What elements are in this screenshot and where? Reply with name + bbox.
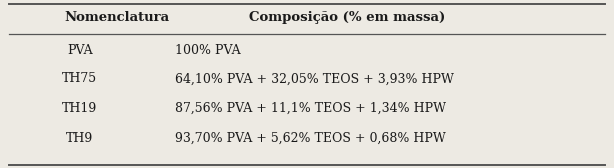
Text: Nomenclatura: Nomenclatura <box>64 11 169 24</box>
Text: 64,10% PVA + 32,05% TEOS + 3,93% HPW: 64,10% PVA + 32,05% TEOS + 3,93% HPW <box>175 72 454 86</box>
Text: 87,56% PVA + 11,1% TEOS + 1,34% HPW: 87,56% PVA + 11,1% TEOS + 1,34% HPW <box>175 102 446 115</box>
Text: TH19: TH19 <box>62 102 98 115</box>
Text: Composição (% em massa): Composição (% em massa) <box>249 11 445 24</box>
Text: TH75: TH75 <box>62 72 98 86</box>
Text: PVA: PVA <box>67 44 93 57</box>
Text: TH9: TH9 <box>66 132 93 145</box>
Text: 100% PVA: 100% PVA <box>175 44 241 57</box>
Text: 93,70% PVA + 5,62% TEOS + 0,68% HPW: 93,70% PVA + 5,62% TEOS + 0,68% HPW <box>175 132 446 145</box>
